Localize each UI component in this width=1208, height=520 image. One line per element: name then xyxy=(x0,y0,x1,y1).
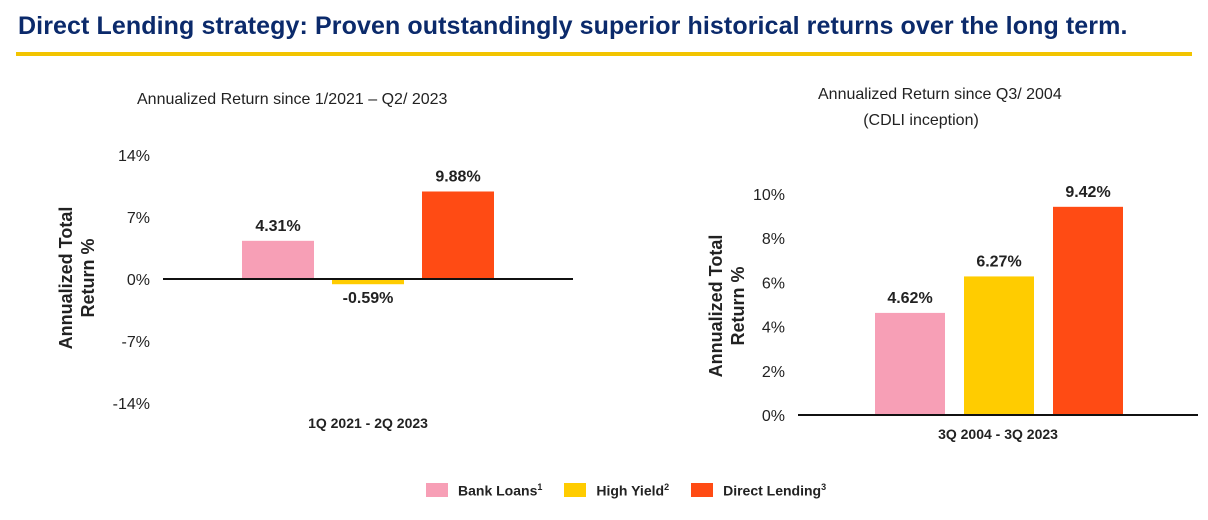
chart1-category-label: 1Q 2021 - 2Q 2023 xyxy=(308,415,428,431)
chart2-title-line2: (CDLI inception) xyxy=(863,112,979,129)
legend-label-bank-loans: Bank Loans xyxy=(458,482,538,499)
legend: Bank Loans1 High Yield2 Direct Lending3 xyxy=(426,482,848,499)
chart1-ytick-label: -7% xyxy=(122,334,150,351)
chart2-ylabel-line1: Annualized Total xyxy=(706,235,726,378)
legend-swatch-bank-loans xyxy=(426,483,448,498)
chart2-data-label: 4.62% xyxy=(887,290,932,307)
chart2-bar-high-yield xyxy=(964,276,1034,415)
chart1-bar-direct-lending xyxy=(422,191,494,279)
chart1-ylabel-line2: Return % xyxy=(78,238,98,317)
chart2-bar-direct-lending xyxy=(1053,206,1123,415)
chart1-ytick-label: -14% xyxy=(113,396,150,413)
legend-label-high-yield: High Yield xyxy=(596,482,665,499)
title-rule xyxy=(16,52,1192,56)
chart2-ytick-label: 10% xyxy=(753,187,785,204)
legend-swatch-direct-lending xyxy=(691,483,714,498)
chart2-ytick-label: 0% xyxy=(762,408,785,425)
chart1-bar-bank-loans xyxy=(242,240,314,279)
legend-footnote-3: 3 xyxy=(821,482,827,492)
chart1-data-label: 9.88% xyxy=(435,168,480,185)
chart2-data-label: 9.42% xyxy=(1065,184,1110,201)
chart1-ytick-label: 0% xyxy=(127,272,150,289)
chart2-ytick-label: 2% xyxy=(762,364,785,381)
page-title: Direct Lending strategy: Proven outstand… xyxy=(18,12,1128,40)
legend-label-direct-lending: Direct Lending xyxy=(723,482,822,499)
chart2-bar-bank-loans xyxy=(875,312,945,415)
legend-item-direct-lending: Direct Lending3 xyxy=(691,482,826,499)
chart2-category-label: 3Q 2004 - 3Q 2023 xyxy=(938,426,1058,442)
chart2-title: Annualized Return since Q3/ 2004 (CDLI i… xyxy=(818,86,1062,130)
legend-swatch-high-yield xyxy=(564,483,587,498)
legend-footnote-2: 2 xyxy=(664,482,670,492)
chart2-ytick-label: 6% xyxy=(762,275,785,292)
chart2-title-line1: Annualized Return since Q3/ 2004 xyxy=(818,86,1062,103)
chart2-data-label: 6.27% xyxy=(976,253,1021,270)
chart1-title: Annualized Return since 1/2021 – Q2/ 202… xyxy=(137,91,448,108)
chart2-ylabel-line2: Return % xyxy=(728,266,748,345)
chart1-ylabel-line1: Annualized Total xyxy=(56,207,76,350)
chart1-data-label: 4.31% xyxy=(255,218,300,235)
legend-item-bank-loans: Bank Loans1 xyxy=(426,482,542,499)
chart2-ytick-label: 4% xyxy=(762,320,785,337)
legend-item-high-yield: High Yield2 xyxy=(564,482,669,499)
chart1-data-label: -0.59% xyxy=(343,290,394,307)
chart1-ytick-label: 14% xyxy=(118,148,150,165)
chart1-ytick-label: 7% xyxy=(127,210,150,227)
chart2-ytick-label: 8% xyxy=(762,231,785,248)
legend-footnote-1: 1 xyxy=(537,482,543,492)
chart1-bar-high-yield xyxy=(332,279,404,285)
